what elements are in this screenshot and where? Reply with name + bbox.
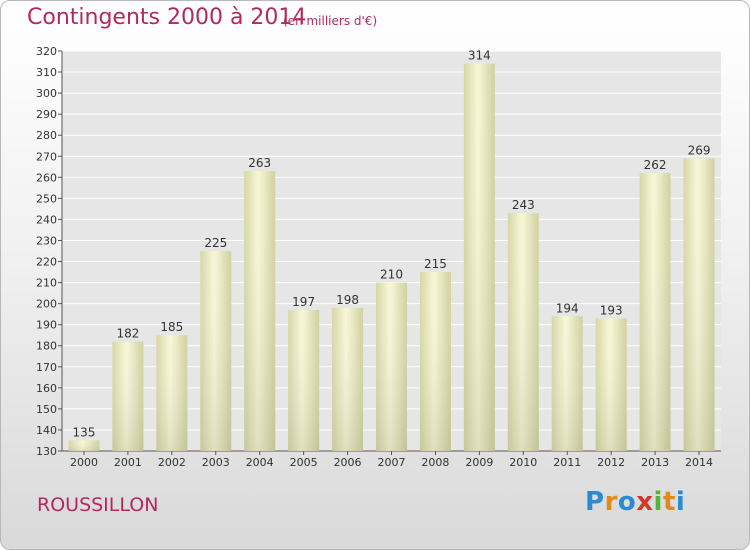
y-tick-label: 160 [36,382,57,395]
bar-shade [332,307,364,451]
logo-letter: x [636,487,654,517]
data-label: 269 [688,143,711,157]
data-label: 197 [292,295,315,309]
x-tick-label: 2013 [641,456,669,469]
y-tick-label: 260 [36,171,57,184]
y-tick-label: 180 [36,340,57,353]
bar-shade [463,63,495,451]
y-tick-label: 200 [36,298,57,311]
x-tick-label: 2008 [421,456,449,469]
y-tick-label: 150 [36,403,57,416]
y-tick-label: 280 [36,129,57,142]
y-tick-label: 220 [36,256,57,269]
logo-letter: i [675,487,686,517]
data-label: 193 [600,303,623,317]
y-tick-label: 230 [36,234,57,247]
x-tick-label: 2003 [202,456,230,469]
bar-shade [68,440,100,451]
y-tick-label: 170 [36,361,57,374]
x-tick-label: 2004 [246,456,274,469]
y-tick-label: 140 [36,424,57,437]
bar-shade [156,335,188,451]
data-label: 314 [468,49,491,63]
x-tick-label: 2012 [597,456,625,469]
y-tick-label: 250 [36,192,57,205]
bars [68,63,715,452]
y-tick-label: 310 [36,66,57,79]
data-label: 182 [116,327,139,341]
y-tick-label: 290 [36,108,57,121]
x-tick-label: 2007 [378,456,406,469]
logo-letter: t [662,487,676,517]
y-tick-label: 240 [36,213,57,226]
region-label: ROUSSILLON [37,494,159,516]
data-label: 262 [644,158,667,172]
bar-shade [419,272,451,451]
logo-letter: o [617,487,637,517]
x-tick-label: 2002 [158,456,186,469]
y-tick-label: 320 [36,45,57,58]
bar-shade [244,171,276,451]
logo-letter: r [604,487,618,517]
x-tick-label: 2005 [290,456,318,469]
bar-shade [595,318,627,451]
chart-title: Contingents 2000 à 2014 [27,5,307,30]
chart-subtitle: (en milliers d'€) [283,14,378,28]
y-tick-label: 130 [36,445,57,458]
x-tick-label: 2009 [465,456,493,469]
axes: 130 140 150 160 170 180 190 200 210 220 230 240 250 2… [36,45,721,469]
bar-shade [376,282,407,451]
data-label: 194 [556,301,579,315]
x-tick-label: 2011 [553,456,581,469]
data-label: 198 [336,293,359,307]
proxiti-logo: Proxiti [585,487,685,517]
bar-shade [200,251,232,451]
x-tick-label: 2000 [70,456,98,469]
bar-shade [112,341,144,451]
data-labels: 135 182 185 225 263 197 198 210 215 314 243 194 193 2… [73,49,711,440]
bar-shade [639,173,671,451]
x-tick-label: 2010 [509,456,537,469]
y-tick-label: 210 [36,277,57,290]
data-label: 185 [160,320,183,334]
x-tick-label: 2006 [334,456,362,469]
bar-shade [683,158,715,452]
logo-letter: i [653,487,663,517]
logo-letter: P [585,487,605,517]
data-label: 210 [380,268,403,282]
x-tick-label: 2014 [685,456,713,469]
x-tick-label: 2001 [114,456,142,469]
data-label: 225 [204,236,227,250]
bar-shade [288,309,320,451]
bar-shade [551,316,583,451]
y-tick-label: 270 [36,150,57,163]
y-tick-label: 190 [36,319,57,332]
data-label: 135 [73,425,96,439]
y-tick-label: 300 [36,87,57,100]
data-label: 243 [512,198,535,212]
bar-shade [507,213,539,451]
data-label: 263 [248,156,271,170]
data-label: 215 [424,257,447,271]
